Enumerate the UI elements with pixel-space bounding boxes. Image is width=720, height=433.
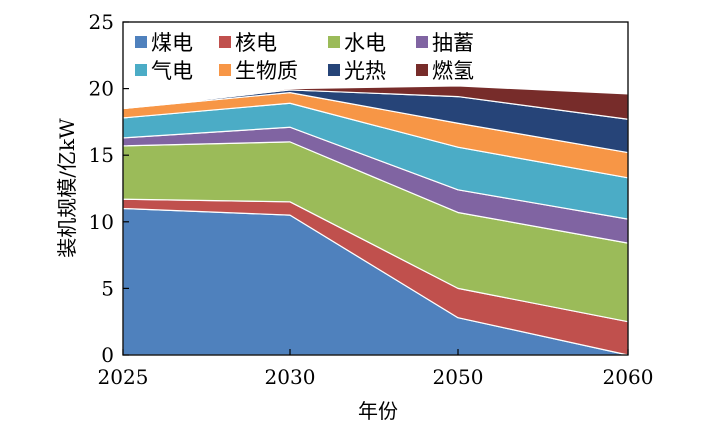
legend-swatch: [219, 64, 231, 76]
legend-label: 气电: [151, 59, 193, 83]
y-tick-label: 10: [89, 210, 114, 234]
legend-label: 光热: [344, 59, 386, 83]
legend-label: 核电: [235, 31, 277, 55]
x-tick-label: 2060: [603, 365, 654, 389]
y-axis-ticks: 0 5 10 15 20 25: [89, 10, 129, 367]
legend-label: 燃氢: [432, 59, 474, 83]
x-axis-ticks: 2025 2030 2050 2060: [98, 349, 654, 389]
plot-frame: [122, 21, 629, 356]
x-axis-label: 年份: [358, 399, 398, 423]
y-tick-label: 0: [101, 343, 114, 367]
y-tick-label: 5: [101, 276, 114, 300]
plot-border: [122, 21, 629, 356]
legend-swatch: [135, 64, 147, 76]
legend-swatch: [135, 36, 147, 48]
legend-label: 煤电: [151, 31, 193, 55]
legend-swatch: [328, 64, 340, 76]
y-axis-label: 装机规模/亿kW: [55, 118, 79, 258]
x-tick-label: 2030: [265, 365, 316, 389]
legend-label: 生物质: [235, 59, 298, 83]
legend-swatch: [416, 64, 428, 76]
legend-swatch: [219, 36, 231, 48]
area-layers: [122, 85, 629, 356]
legend-swatch: [416, 36, 428, 48]
legend-label: 抽蓄: [432, 31, 474, 55]
legend-label: 水电: [344, 31, 386, 55]
y-tick-label: 20: [89, 77, 114, 101]
x-tick-label: 2050: [433, 365, 484, 389]
legend-swatch: [328, 36, 340, 48]
y-tick-label: 15: [89, 143, 114, 167]
y-tick-label: 25: [89, 10, 114, 34]
x-tick-label: 2025: [98, 365, 149, 389]
